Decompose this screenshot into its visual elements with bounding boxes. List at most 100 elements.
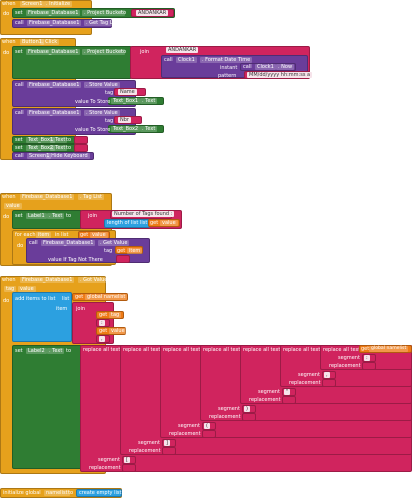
block[interactable] <box>108 125 164 133</box>
block-field: Button1 <box>20 39 44 45</box>
block-keyword: value To Store <box>75 99 111 105</box>
block[interactable] <box>76 489 122 497</box>
block-field: . Now <box>276 64 295 70</box>
text-literal: ANDANKAR <box>136 10 169 16</box>
block-field: . Text <box>50 137 68 143</box>
block-keyword: set <box>15 49 23 55</box>
block[interactable] <box>96 327 126 335</box>
block-keyword: replace all text <box>83 347 121 353</box>
block-keyword: call <box>15 110 24 116</box>
block[interactable] <box>202 430 216 438</box>
block-keyword: to <box>68 490 74 496</box>
block-field: item <box>36 232 52 238</box>
block[interactable] <box>72 293 128 301</box>
block-keyword: value If Tag Not There <box>48 257 103 263</box>
block-field: . Store Value <box>84 110 120 116</box>
block-field: global namelist <box>85 294 128 300</box>
text-literal: " <box>284 389 291 395</box>
block-field: . Project Bucket <box>82 49 125 55</box>
block-keyword: tag <box>104 248 113 254</box>
block[interactable] <box>148 219 180 227</box>
block[interactable] <box>162 447 176 455</box>
block-keyword: get <box>80 232 89 238</box>
block[interactable] <box>12 292 72 342</box>
block[interactable] <box>116 255 130 263</box>
block-field: Firebase_Database1 <box>26 10 81 16</box>
block-field: Clock1 <box>176 57 197 63</box>
block[interactable] <box>115 246 143 254</box>
text-literal: ) <box>244 406 250 412</box>
block-keyword: do <box>17 243 24 249</box>
block-field: global namelist <box>369 346 409 352</box>
text-literal: , <box>324 372 330 378</box>
block-keyword: set <box>15 145 23 151</box>
block[interactable] <box>242 413 256 421</box>
block-field: . Got Value <box>78 277 110 283</box>
block-keyword: for each <box>15 232 36 238</box>
block-field: . Text <box>47 348 65 354</box>
block-field: . Text <box>50 145 68 151</box>
block-keyword: add items to list <box>15 296 56 302</box>
block-field: . Get Value <box>98 240 130 246</box>
block-keyword: call <box>243 64 252 70</box>
block[interactable] <box>74 144 88 152</box>
block-keyword: call <box>29 240 38 246</box>
block[interactable] <box>282 396 296 404</box>
block-keyword: get <box>99 328 108 334</box>
block-keyword: instant <box>220 65 238 71</box>
block[interactable] <box>322 379 336 387</box>
block-keyword: length of list <box>107 220 139 226</box>
block-field: Text_Box2 <box>26 145 56 151</box>
block-field: value <box>109 328 127 334</box>
block-keyword: set <box>15 137 23 143</box>
text-literal: ANDANKAR <box>166 47 199 53</box>
block-keyword: get <box>150 220 159 226</box>
block-field: Firebase_Database1 <box>27 20 82 26</box>
block[interactable] <box>108 97 164 105</box>
block[interactable] <box>122 464 136 472</box>
block-keyword: join <box>88 213 98 219</box>
block[interactable] <box>12 152 94 160</box>
block-keyword: when <box>2 194 16 200</box>
text-literal: [ <box>124 457 130 463</box>
text-literal: : <box>99 320 105 326</box>
block[interactable] <box>12 8 175 18</box>
block-keyword: segment <box>338 355 360 361</box>
block-keyword: replacement <box>209 414 241 420</box>
block-field: . Project Bucket <box>82 10 125 16</box>
block[interactable] <box>362 362 376 370</box>
block-field: . Text <box>140 98 158 104</box>
block-keyword: segment <box>98 457 120 463</box>
block[interactable] <box>12 345 82 469</box>
block[interactable] <box>74 136 88 144</box>
block-field: Firebase_Database1 <box>27 82 82 88</box>
block-keyword: item <box>56 306 68 312</box>
block-field: . Hide Keyboard <box>46 153 90 159</box>
block-keyword: join <box>76 306 86 312</box>
block-keyword: list <box>62 296 70 302</box>
block-keyword: get <box>117 248 126 254</box>
block-field: Clock1 <box>255 64 276 70</box>
block[interactable] <box>240 63 296 71</box>
block-keyword: do <box>3 298 10 304</box>
block[interactable] <box>12 19 112 28</box>
block-keyword: to <box>66 145 72 151</box>
block-field: . Initialize <box>44 1 73 7</box>
block-keyword: initialize global <box>3 490 41 496</box>
block[interactable] <box>96 311 124 319</box>
block-keyword: when <box>2 39 16 45</box>
block-keyword: value To Store <box>75 127 111 133</box>
block-keyword: replacement <box>169 431 201 437</box>
block-field: Firebase_Database1 <box>41 240 96 246</box>
block-keyword: do <box>3 11 10 17</box>
block-field: tag <box>4 286 17 292</box>
block-keyword: join <box>140 49 150 55</box>
block-keyword: replace all text <box>163 347 201 353</box>
block-keyword: segment <box>258 389 280 395</box>
block-field: Screen1 <box>27 153 52 159</box>
block-keyword: replace all text <box>283 347 321 353</box>
block-keyword: replacement <box>249 397 281 403</box>
block-keyword: call <box>15 153 24 159</box>
block[interactable] <box>12 46 132 79</box>
text-literal: MM/dd/yyyy hh:mm:ss a <box>247 72 313 78</box>
